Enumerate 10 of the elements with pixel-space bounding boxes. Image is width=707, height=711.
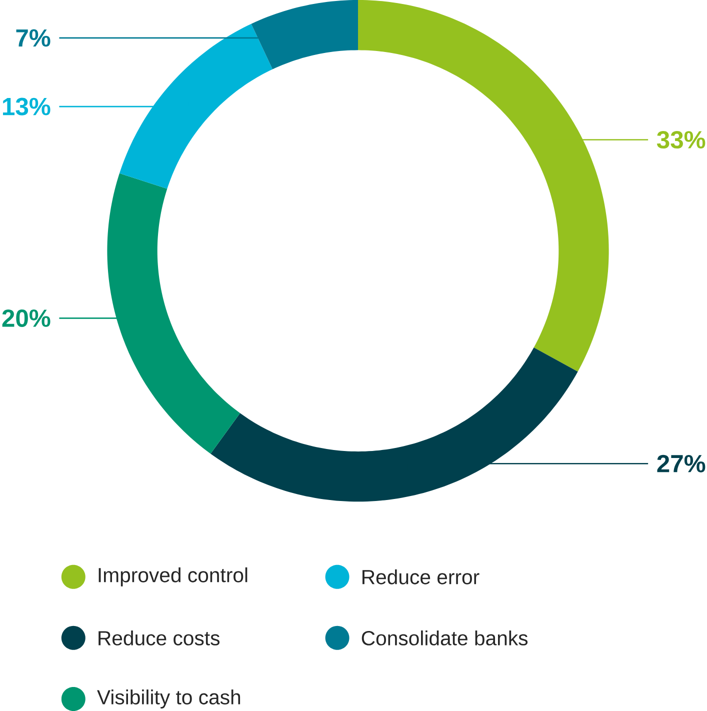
legend-label: Reduce error <box>362 569 480 584</box>
data-label: 20% <box>2 309 50 327</box>
legend-label: Visibility to cash <box>96 690 240 708</box>
data-label: 33% <box>656 131 706 149</box>
data-label: 27% <box>657 454 706 472</box>
legend-label: Improved control <box>98 567 248 586</box>
data-label: 7% <box>16 29 50 47</box>
legend-label: Consolidate banks <box>362 630 528 646</box>
data-label: 13% <box>2 98 50 116</box>
legend-label: Reduce costs <box>98 630 220 646</box>
